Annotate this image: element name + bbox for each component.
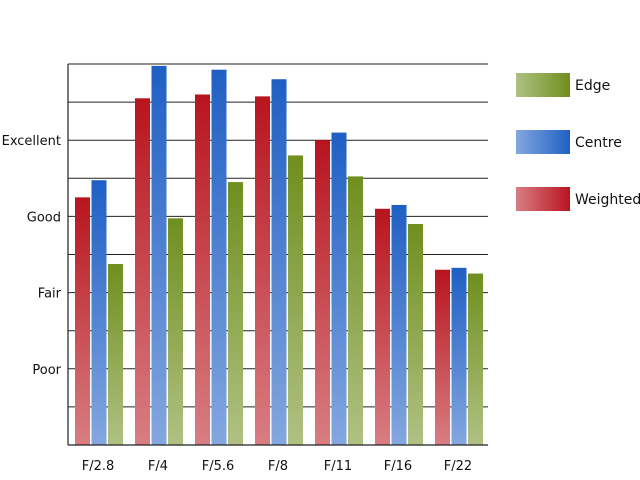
bar-edge-f-16 [408,224,423,445]
x-tick-labels: F/2.8 F/4 F/5.6 F/8 F/11 F/16 F/22 [82,459,472,474]
bar-edge-f-5-6 [228,182,243,446]
y-tick-label-good: Good [27,210,61,225]
y-tick-label-excellent: Excellent [2,134,61,149]
bar-weighted-f-4 [135,98,150,445]
legend-label-centre: Centre [575,135,622,151]
x-tick-label-f-4: F/4 [148,459,168,474]
y-tick-label-poor: Poor [32,363,61,378]
y-tick-label-fair: Fair [38,287,62,302]
legend: Edge Centre Weighted [516,73,640,211]
x-tick-label-f-11: F/11 [324,459,352,474]
legend-swatch-edge [516,73,570,97]
bar-weighted-f-11 [315,140,330,445]
x-tick-label-f-8: F/8 [268,459,288,474]
bar-centre-f-2-8 [91,180,107,445]
bar-centre-f-11 [331,132,347,445]
x-tick-label-f-5-6: F/5.6 [202,459,235,474]
bar-weighted-f-2-8 [75,197,90,445]
bars [75,65,483,446]
bar-centre-f-4 [151,65,167,445]
bar-edge-f-11 [348,176,363,445]
bar-edge-f-2-8 [108,264,123,445]
y-tick-labels: Poor Fair Good Excellent [2,134,62,378]
legend-swatch-weighted [516,187,570,211]
x-tick-label-f-16: F/16 [384,459,412,474]
bar-edge-f-22 [468,273,483,445]
bar-weighted-f-16 [375,208,390,445]
bar-weighted-f-5-6 [195,94,210,445]
axes [67,64,488,446]
bar-weighted-f-22 [435,269,450,445]
x-tick-label-f-22: F/22 [444,459,472,474]
bar-edge-f-8 [288,155,303,445]
legend-label-weighted: Weighted [575,192,640,208]
bar-centre-f-5-6 [211,69,227,445]
legend-label-edge: Edge [575,78,610,94]
bar-edge-f-4 [168,218,183,445]
bar-weighted-f-8 [255,96,270,445]
bar-centre-f-16 [391,204,407,445]
legend-swatch-centre [516,130,570,154]
bar-centre-f-22 [451,267,467,445]
x-tick-label-f-2-8: F/2.8 [82,459,115,474]
bar-centre-f-8 [271,79,287,446]
